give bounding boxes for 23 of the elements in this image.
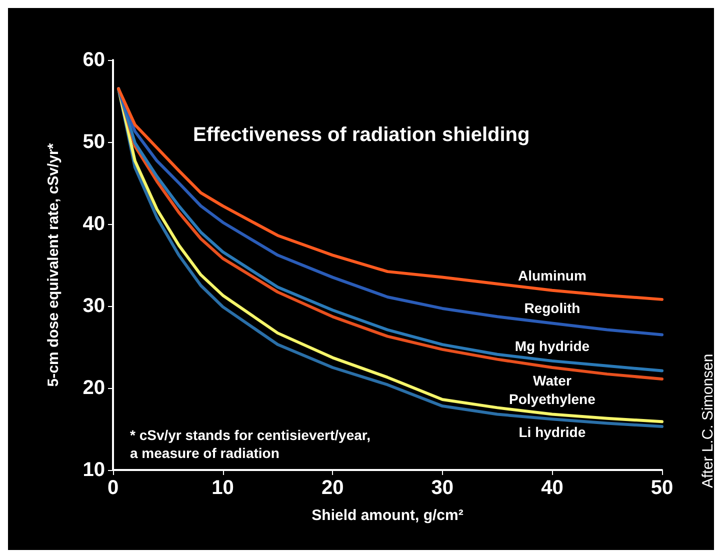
y-tick-label: 40 bbox=[82, 213, 105, 235]
series-label: Polyethylene bbox=[509, 391, 596, 408]
x-tick-label: 50 bbox=[650, 477, 674, 499]
x-tick-label: 20 bbox=[321, 477, 344, 499]
series-label: Aluminum bbox=[518, 267, 586, 284]
series-label: Regolith bbox=[524, 300, 580, 316]
x-tick-label: 0 bbox=[107, 477, 119, 499]
y-tick-label: 10 bbox=[82, 459, 105, 481]
series-label: Li hydride bbox=[518, 424, 586, 440]
series-label: Water bbox=[533, 372, 572, 388]
annotation: * cSv/yr stands for centisievert/year, a measure of radiation bbox=[130, 427, 370, 461]
y-tick-label: 30 bbox=[82, 295, 105, 317]
y-axis-title: 5-cm dose equivalent rate, cSv/yr* bbox=[45, 143, 62, 387]
x-tick-label: 30 bbox=[431, 477, 454, 499]
text: Effectiveness of radiation shielding bbox=[193, 124, 530, 146]
x-tick-label: 40 bbox=[541, 477, 564, 499]
y-tick-label: 50 bbox=[82, 131, 105, 153]
series-label: Mg hydride bbox=[514, 338, 590, 354]
text: After L.C. Simonsen bbox=[700, 354, 716, 488]
x-axis-title: Shield amount, g/cm² bbox=[312, 507, 464, 524]
x-tick-label: 10 bbox=[212, 477, 234, 499]
y-tick-label: 20 bbox=[82, 377, 105, 399]
y-tick-label: 60 bbox=[82, 49, 105, 71]
